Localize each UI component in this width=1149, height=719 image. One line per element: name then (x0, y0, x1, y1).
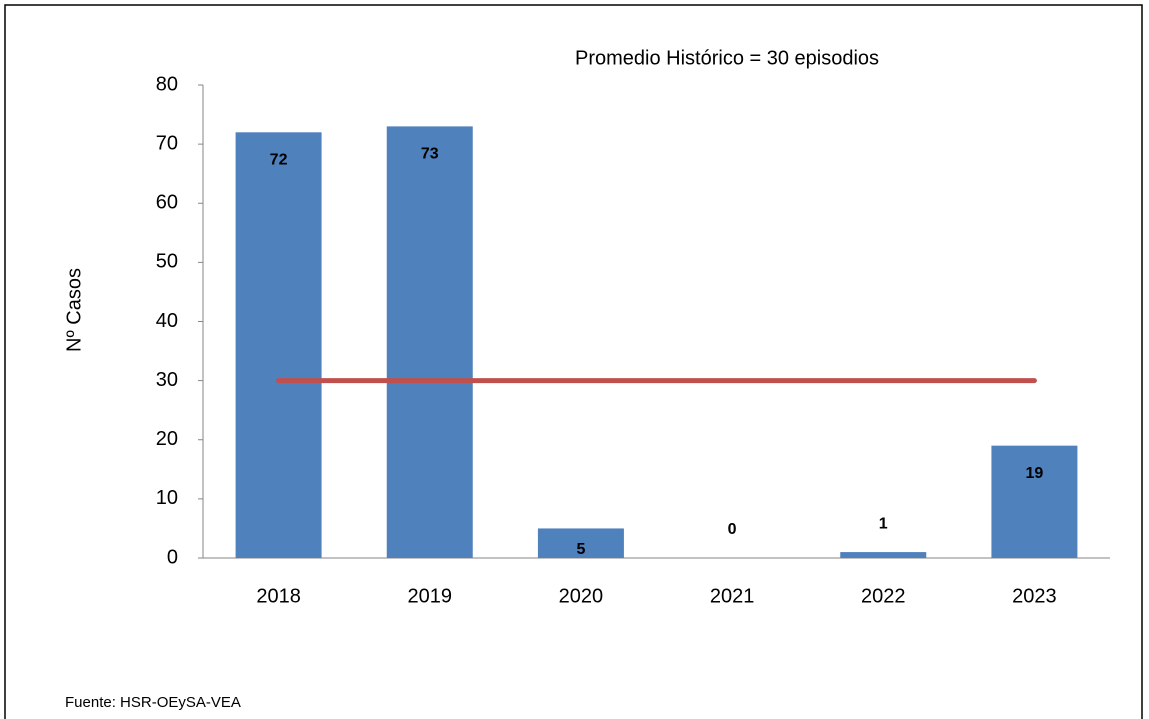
source-note: Fuente: HSR-OEySA-VEA (65, 694, 241, 711)
x-tick-label: 2022 (861, 585, 906, 607)
data-label: 72 (270, 152, 288, 169)
y-tick-label: 70 (156, 132, 178, 154)
data-label: 0 (728, 521, 737, 538)
x-tick-label: 2019 (408, 585, 453, 607)
data-label: 73 (421, 146, 439, 163)
data-label: 1 (879, 515, 888, 532)
x-tick-label: 2018 (256, 585, 301, 607)
bar (840, 552, 927, 558)
y-tick-label: 10 (156, 487, 178, 509)
data-label: 5 (576, 541, 585, 558)
y-tick-label: 50 (156, 251, 178, 273)
reference-label: Promedio Histórico = 30 episodios (575, 47, 879, 69)
bar (991, 445, 1078, 558)
y-tick-label: 20 (156, 428, 178, 450)
y-tick-label: 30 (156, 369, 178, 391)
bar (386, 126, 473, 558)
frame (4, 4, 1143, 719)
data-label: 19 (1026, 465, 1044, 482)
y-tick-label: 60 (156, 192, 178, 214)
x-tick-label: 2023 (1012, 585, 1057, 607)
x-tick-label: 2020 (559, 585, 604, 607)
y-tick-label: 80 (156, 73, 178, 95)
y-tick-label: 40 (156, 310, 178, 332)
bar (537, 528, 624, 558)
x-tick-label: 2021 (710, 585, 755, 607)
y-tick-label: 0 (167, 546, 178, 568)
y-axis-title: Nº Casos (63, 268, 85, 352)
bar (235, 132, 322, 559)
